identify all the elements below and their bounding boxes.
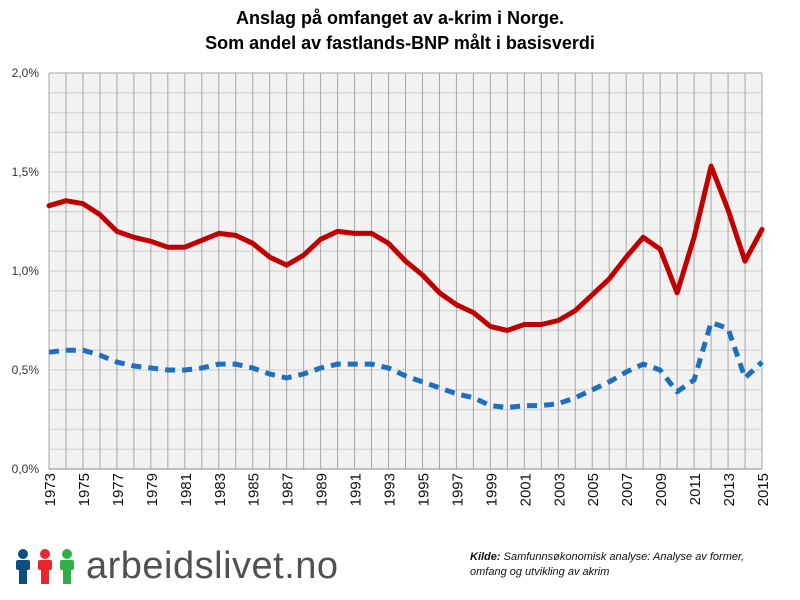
- x-tick-label: 2001: [517, 473, 534, 506]
- x-tick-label: 2011: [687, 473, 704, 505]
- x-tick-label: 2009: [653, 473, 670, 506]
- x-tick-label: 1979: [144, 473, 161, 506]
- x-tick-label: 1991: [348, 473, 365, 506]
- x-tick-label: 1975: [76, 473, 93, 506]
- x-tick-label: 1989: [314, 473, 331, 506]
- chart-title-line-1: Anslag på omfanget av a-krim i Norge.: [235, 8, 565, 28]
- x-tick-label: 1981: [178, 473, 195, 506]
- chart-title-line-2: Som andel av fastlands-BNP målt i basisv…: [205, 33, 595, 53]
- logo-text: arbeidslivet.no: [86, 545, 339, 587]
- x-tick-label: 1977: [110, 473, 127, 506]
- source-note: Kilde: Samfunnsøkonomisk analyse: Analys…: [470, 550, 750, 580]
- x-tick-label: 2013: [721, 473, 738, 506]
- y-tick-label: 2,0%: [12, 66, 40, 80]
- y-tick-label: 0,0%: [12, 462, 40, 476]
- x-tick-label: 1987: [280, 473, 297, 506]
- y-tick-label: 1,5%: [12, 165, 40, 179]
- x-tick-label: 1995: [415, 473, 432, 506]
- x-tick-label: 2015: [755, 473, 772, 506]
- x-tick-label: 1993: [382, 473, 399, 506]
- x-tick-label: 1999: [483, 473, 500, 506]
- source-text: Samfunnsøkonomisk analyse: Analyse av fo…: [470, 551, 745, 578]
- x-tick-label: 1985: [246, 473, 263, 506]
- x-tick-label: 2007: [619, 473, 636, 506]
- x-tick-label: 1997: [449, 473, 466, 506]
- chart-title: Anslag på omfanget av a-krim i Norge. So…: [0, 6, 800, 56]
- x-tick-label: 1983: [212, 473, 229, 506]
- line-chart: 0,0% 0,5% 1,0% 1,5% 2,0% 1973 1975 1977 1979 1981…: [12, 66, 772, 506]
- source-label: Kilde:: [470, 551, 501, 563]
- x-tick-label: 2003: [551, 473, 568, 506]
- y-tick-label: 1,0%: [12, 264, 40, 278]
- y-tick-label: 0,5%: [12, 363, 40, 377]
- x-tick-label: 1973: [42, 473, 59, 506]
- people-logo-icon: [16, 548, 74, 584]
- logo: arbeidslivet.no: [14, 545, 339, 588]
- x-tick-label: 2005: [585, 473, 602, 506]
